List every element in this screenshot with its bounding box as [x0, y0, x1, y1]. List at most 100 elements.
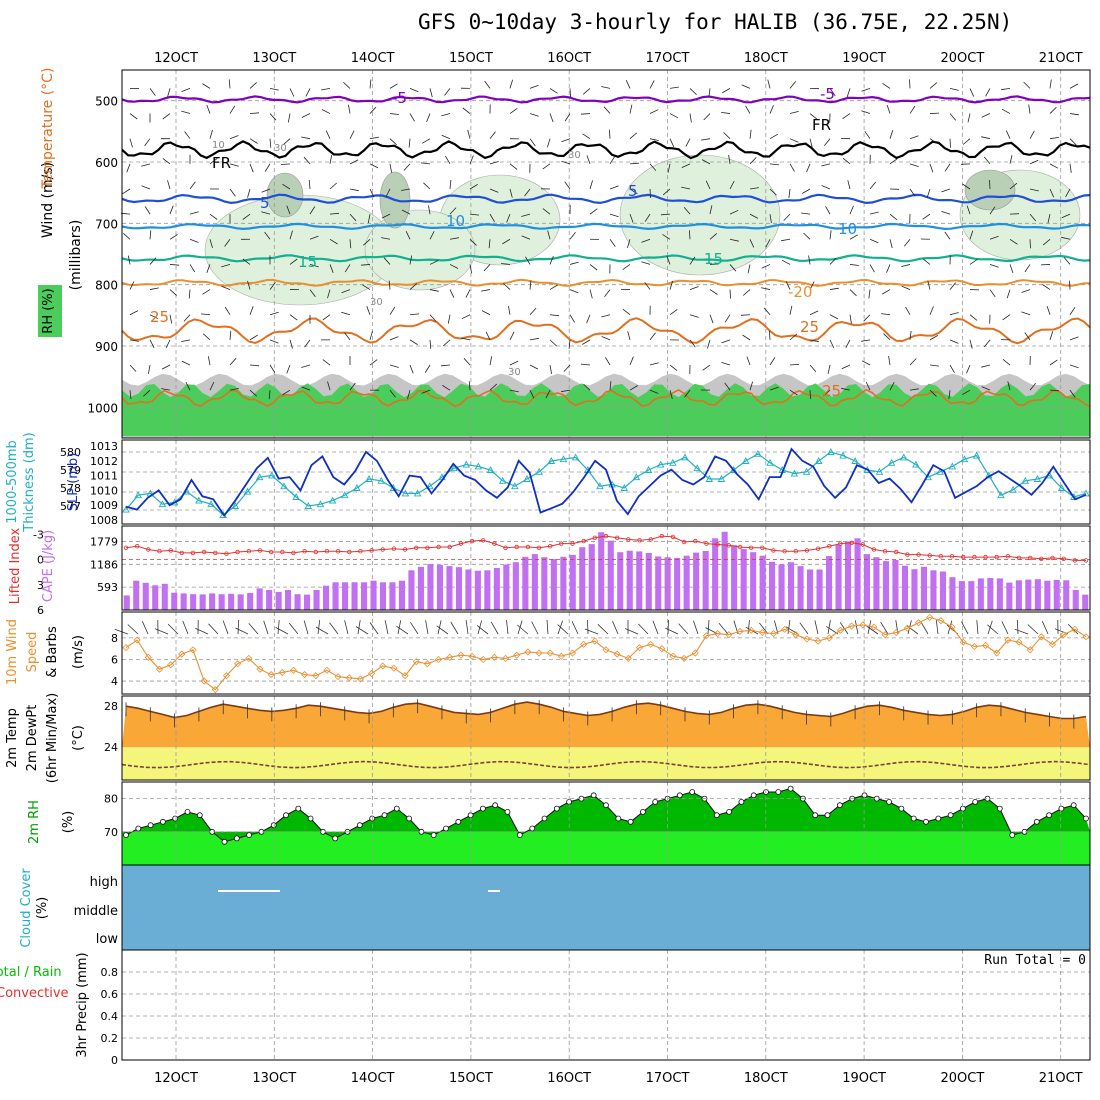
wind-barb [989, 206, 996, 215]
thickness-point [705, 475, 714, 482]
wind-barb [389, 336, 399, 341]
rh2m-point [283, 812, 289, 819]
wind10-barb [854, 620, 859, 635]
rh2m-point [356, 822, 363, 829]
wind-barb [721, 362, 731, 366]
wind-barb [929, 335, 938, 341]
wind-barb [509, 360, 519, 366]
cape-bar [247, 593, 254, 610]
lifted-index-point [704, 541, 709, 546]
cape-bar [285, 590, 292, 610]
cape-bar [323, 585, 330, 610]
wind-barb [729, 289, 731, 299]
wind-barb [769, 133, 778, 140]
wind10-point [948, 623, 956, 631]
wind10-barb [546, 619, 549, 635]
lifted-index-point [380, 547, 385, 552]
wind-barb [829, 314, 839, 320]
wind-barb [609, 185, 619, 190]
wind-barb [989, 264, 999, 268]
rh-band-green [122, 383, 1090, 436]
y-tick-thickness: 579 [60, 464, 81, 477]
wind10-point [568, 649, 577, 657]
chart-title: GFS 0~10day 3-hourly for HALIB (36.75E, … [418, 10, 1013, 34]
wind-barb [741, 84, 751, 89]
wind-barb [582, 133, 591, 140]
isotherm-10 [121, 222, 1091, 231]
wind-barb [809, 339, 819, 343]
lifted-index-point [414, 545, 419, 550]
wind-barb [249, 334, 258, 341]
cape-bar [503, 564, 510, 610]
thickness-point [912, 460, 920, 468]
wind10-point [345, 674, 353, 682]
wind-barb [389, 83, 398, 89]
wind10-barb [329, 622, 339, 635]
isotherm-label: 15 [298, 253, 317, 271]
wind10-point [914, 619, 923, 627]
wind-barb [521, 213, 531, 217]
wind-barb [221, 285, 231, 290]
wind-barb [721, 339, 731, 344]
cape-bar [550, 559, 557, 610]
wind-barb [409, 88, 419, 93]
wind-barb [249, 364, 260, 367]
wind-barb [247, 280, 251, 290]
wind-barb [489, 213, 495, 223]
lifted-index-point [882, 549, 888, 554]
run-total-annotation: Run Total = 0 [984, 953, 1086, 968]
lifted-index-point [134, 544, 140, 549]
y-tick-cape: 1186 [90, 558, 118, 571]
wind-barb [449, 289, 455, 298]
wind10-point [747, 626, 755, 634]
rh2m-point [196, 812, 203, 819]
rh2m-point [455, 818, 462, 825]
wind10-point [267, 671, 275, 679]
cape-bar [256, 588, 263, 610]
lifted-index-point [849, 540, 854, 545]
wind-barb [769, 357, 776, 366]
wind-barb [189, 238, 199, 243]
wind-barb [484, 80, 491, 89]
wind-barb [789, 389, 798, 396]
wind-barb [269, 282, 276, 290]
wind-barb [864, 131, 871, 139]
wind10-point [1004, 636, 1012, 644]
wind10-barb [718, 623, 729, 635]
wind-barb [429, 88, 433, 98]
y-tick-precip: 0.4 [101, 1010, 119, 1023]
wind-barb [589, 208, 598, 215]
wind-barb [529, 84, 539, 89]
wind-barb [769, 330, 771, 340]
wind-barb [881, 289, 891, 295]
wind-barb [1069, 280, 1071, 290]
cape-bar [778, 564, 785, 610]
wind10-point [401, 672, 409, 680]
wind-barb [549, 88, 558, 94]
lifted-index-point [693, 538, 698, 544]
lifted-index-point [525, 544, 531, 550]
wind-barb [167, 88, 171, 98]
cape-bar [332, 582, 339, 610]
wind10-point [178, 650, 186, 658]
wind-barb [909, 105, 916, 114]
y-tick-mb: 1000 [87, 401, 118, 415]
wind-barb [429, 289, 439, 292]
wind-barb [389, 364, 399, 368]
wind-barb [841, 364, 851, 370]
isotherm-label: -20 [788, 283, 813, 301]
lifted-index-point [603, 533, 609, 539]
wind-barb [489, 161, 499, 165]
cape-bar [1015, 580, 1022, 610]
wind10-barb [303, 620, 309, 635]
wind-barb [761, 264, 771, 269]
wind-barb [409, 339, 418, 345]
rh2m-point [529, 825, 536, 832]
wind-barb [247, 188, 251, 198]
cape-bar [522, 556, 529, 610]
lifted-index-point [492, 541, 497, 546]
wind10-barb [517, 624, 529, 635]
x-tick-bottom: 21OCT [1039, 1071, 1083, 1086]
cloud-cover-fill [122, 865, 1090, 950]
wind-barb [309, 206, 316, 215]
